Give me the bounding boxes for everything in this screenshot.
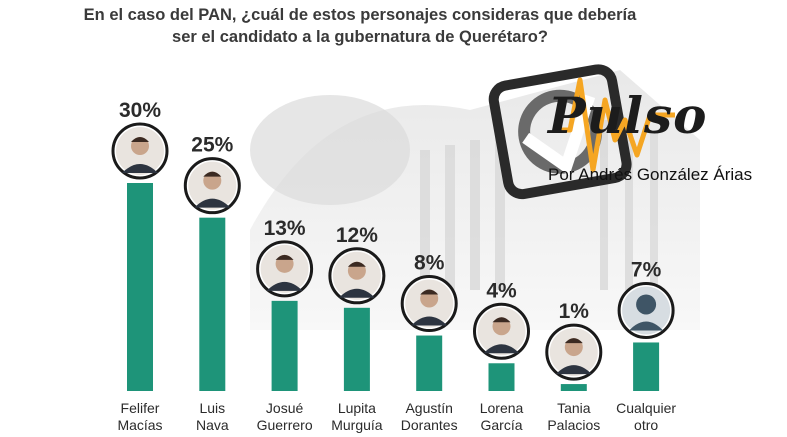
- candidate-avatar-4: [400, 275, 458, 333]
- category-label-1-1: Nava: [196, 417, 229, 433]
- category-label-6-0: Tania: [557, 400, 591, 416]
- category-label-3-1: Murguía: [331, 417, 383, 433]
- anonymous-person-icon: [617, 281, 675, 339]
- category-label-5-0: Lorena: [480, 400, 524, 416]
- category-label-4-1: Dorantes: [401, 417, 458, 433]
- category-label-7-1: otro: [634, 417, 658, 433]
- value-label-1: 25%: [191, 134, 233, 157]
- pan-logo-watermark: [488, 64, 632, 200]
- bar-3: [343, 307, 370, 391]
- value-label-5: 4%: [486, 279, 517, 302]
- bar-2: [271, 300, 298, 391]
- candidate-avatar-0: [111, 122, 169, 180]
- candidate-avatar-5: [473, 302, 530, 360]
- bar-0: [127, 183, 153, 391]
- bar-6: [560, 384, 587, 391]
- value-label-2: 13%: [264, 217, 306, 240]
- candidate-avatar-3: [328, 247, 386, 305]
- pulse-wave-icon: [555, 77, 675, 173]
- candidate-avatar-2: [256, 240, 314, 298]
- chart-title-line-2: ser el candidato a la gubernatura de Que…: [172, 28, 548, 46]
- bar-1: [199, 217, 226, 391]
- pan-logo-frame: [488, 64, 632, 200]
- bar-4: [416, 335, 443, 391]
- category-label-6-1: Palacios: [547, 417, 600, 433]
- category-label-3-0: Lupita: [338, 400, 376, 416]
- value-label-7: 7%: [631, 258, 662, 281]
- chart-title-line-1: En el caso del PAN, ¿cuál de estos perso…: [83, 6, 637, 24]
- candidate-avatar-6: [545, 323, 603, 381]
- bar-7: [633, 342, 660, 391]
- bar-5: [488, 363, 515, 391]
- category-label-0-0: Felifer: [121, 400, 160, 416]
- value-label-0: 30%: [119, 99, 161, 122]
- category-label-0-1: Macías: [117, 417, 162, 433]
- category-label-1-0: Luis: [199, 400, 225, 416]
- brand-name: Pulso: [548, 86, 708, 145]
- category-label-4-0: Agustín: [405, 400, 452, 416]
- brand-subtitle: Por Andrés González Árias: [548, 165, 753, 184]
- category-label-2-0: Josué: [266, 400, 304, 416]
- category-label-5-1: García: [480, 417, 522, 433]
- chart-title: En el caso del PAN, ¿cuál de estos perso…: [60, 4, 660, 48]
- category-label-7-0: Cualquier: [616, 400, 676, 416]
- value-label-6: 1%: [559, 300, 590, 323]
- candidate-avatar-1: [183, 157, 241, 215]
- category-label-2-1: Guerrero: [257, 417, 313, 433]
- value-label-3: 12%: [336, 224, 378, 247]
- value-label-4: 8%: [414, 252, 445, 275]
